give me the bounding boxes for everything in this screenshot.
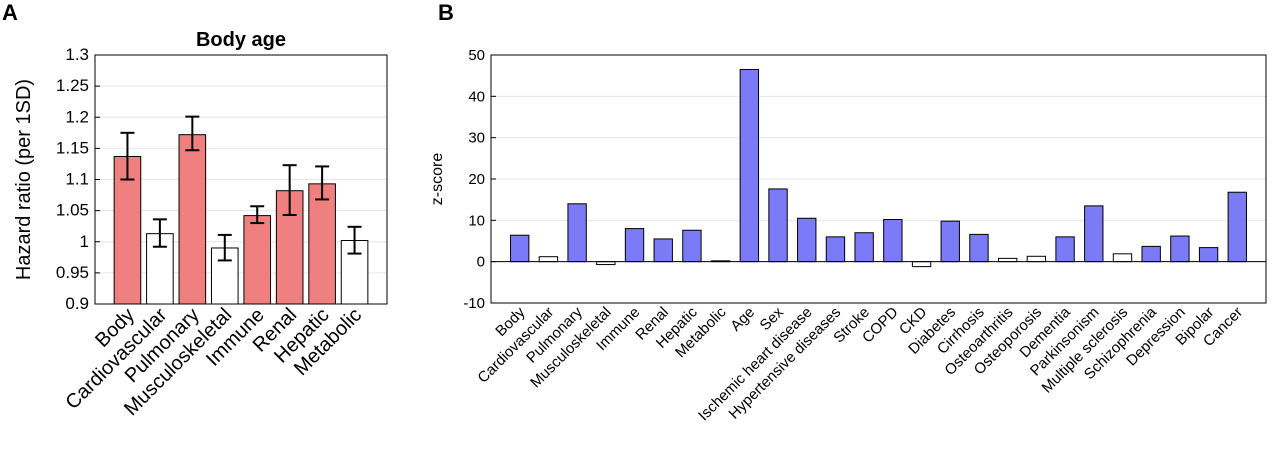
y-tick-label: 1.2 xyxy=(65,107,89,126)
panel-letter-a: A xyxy=(2,0,18,25)
chart-a-x-tick-labels: BodyCardiovascularPulmonaryMusculoskelet… xyxy=(62,304,367,420)
bar-stroke xyxy=(854,232,874,263)
y-tick-label: 50 xyxy=(468,47,485,64)
y-tick-label: 1.1 xyxy=(65,170,89,189)
bar-hypertensive-diseases xyxy=(825,236,846,263)
y-tick-label: 1.15 xyxy=(56,138,89,157)
bar-cancer xyxy=(1227,191,1247,263)
bar-ckd xyxy=(911,261,932,268)
bar-diabetes xyxy=(940,220,960,263)
bar-immune xyxy=(243,215,272,305)
bar-age xyxy=(739,68,760,263)
error-bar-hepatic xyxy=(315,165,330,201)
bar-body xyxy=(510,234,530,263)
bar-pulmonary xyxy=(178,134,207,305)
y-tick-label: 0.95 xyxy=(56,263,89,282)
y-tick-label: -10 xyxy=(463,295,485,312)
y-tick-label: 10 xyxy=(468,212,485,229)
error-bar-immune xyxy=(250,205,265,225)
chart-a-title: Body age xyxy=(196,29,286,51)
y-tick-label: 20 xyxy=(468,171,485,188)
chart-b-bars xyxy=(510,68,1247,268)
error-bar-metabolic xyxy=(347,225,362,255)
chart-b-gridlines xyxy=(491,54,1266,304)
y-tick-label: 1.25 xyxy=(56,76,89,95)
bar-renal xyxy=(653,238,673,263)
bar-osteoporosis xyxy=(1026,255,1047,263)
y-tick-label: 1.05 xyxy=(56,201,89,220)
y-tick-label: 40 xyxy=(468,88,485,105)
bar-hepatic xyxy=(308,183,336,305)
bar-sex xyxy=(768,188,788,263)
y-tick-label: 0.9 xyxy=(65,294,89,313)
error-bar-body xyxy=(120,131,135,181)
y-tick-label: 30 xyxy=(468,130,485,147)
y-tick-label: 0 xyxy=(477,254,485,271)
bar-cirrhosis xyxy=(969,233,989,263)
y-tick-label: 1.3 xyxy=(65,45,89,64)
bar-ischemic-heart-disease xyxy=(797,217,817,263)
bar-parkinsonism xyxy=(1084,205,1104,263)
error-bar-renal xyxy=(282,164,297,216)
chart-a-body-age: 0.9 0.95 1 1.05 1.1 1.15 1.2 1.25 1.3 BodyCardio… xyxy=(13,29,388,420)
chart-b-z-scores: -10 0 10 20 30 40 50 BodyCardiovascularPulmona… xyxy=(429,47,1267,424)
panel-letter-b: B xyxy=(438,0,454,25)
error-bar-cardiovascular xyxy=(152,218,167,248)
chart-b-y-axis-label: z-score xyxy=(429,153,446,206)
y-tick-label: 1 xyxy=(80,232,89,251)
bar-dementia xyxy=(1055,236,1075,263)
bar-depression xyxy=(1170,235,1190,263)
bar-multiple-sclerosis xyxy=(1112,253,1133,263)
bar-schizophrenia xyxy=(1141,245,1161,263)
bar-hepatic xyxy=(682,229,702,263)
chart-a-error-bars xyxy=(120,115,362,262)
error-bar-musculoskeletal xyxy=(217,233,232,262)
chart-a-axes-box xyxy=(94,54,388,305)
chart-a-y-tick-labels: 0.9 0.95 1 1.05 1.1 1.15 1.2 1.25 1.3 xyxy=(56,45,89,313)
error-bar-pulmonary xyxy=(185,115,200,152)
chart-b-axes-box xyxy=(490,54,1267,304)
bar-pulmonary xyxy=(567,203,587,263)
x-tick-label: Age xyxy=(727,304,758,335)
chart-b-x-tick-labels: BodyCardiovascularPulmonaryMusculoskelet… xyxy=(474,303,1246,424)
chart-b-y-tick-labels: -10 0 10 20 30 40 50 xyxy=(463,47,485,312)
bar-bipolar xyxy=(1198,247,1219,263)
bar-cardiovascular xyxy=(538,256,559,263)
chart-a-y-axis-label: Hazard ratio (per 1SD) xyxy=(13,79,35,280)
chart-a-bars xyxy=(113,134,369,305)
bar-immune xyxy=(624,228,645,263)
bar-copd xyxy=(883,219,903,263)
